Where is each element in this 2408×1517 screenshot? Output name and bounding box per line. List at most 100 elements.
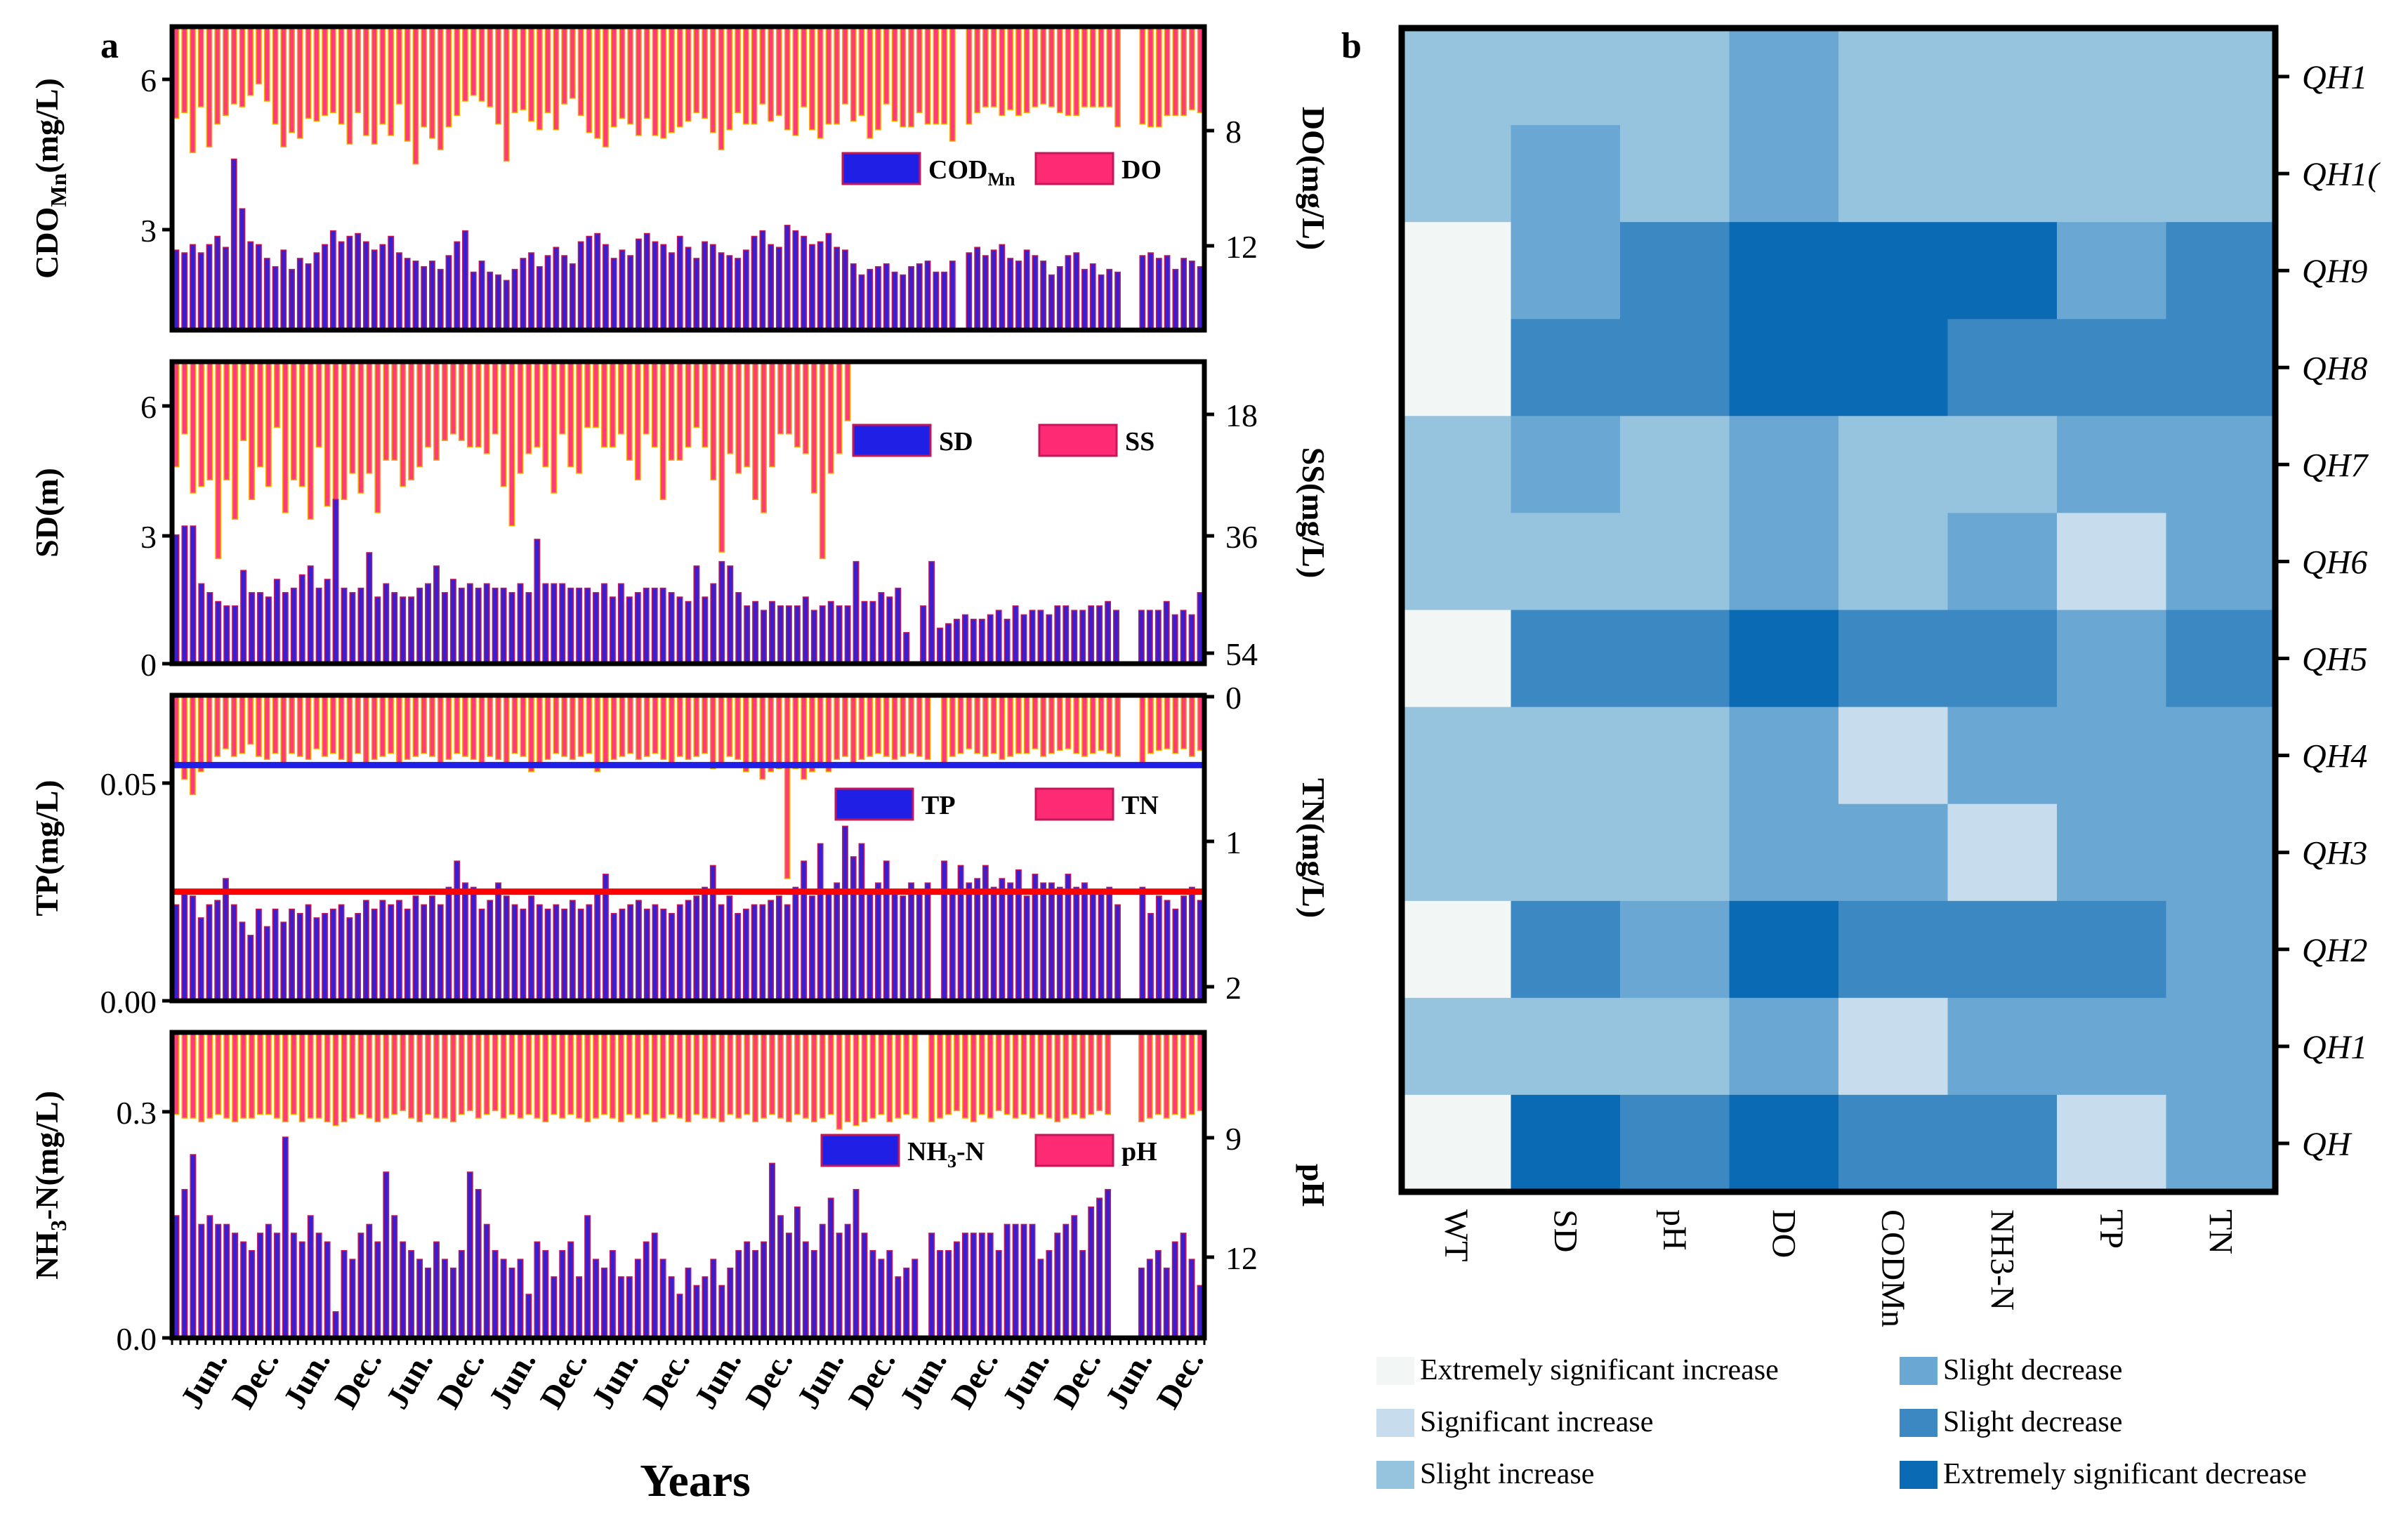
bar-a1-left (1040, 261, 1047, 331)
heatmap-cell (1511, 28, 1621, 126)
bar-a2-left (1062, 605, 1070, 664)
bar-a1-right (239, 26, 246, 107)
bar-a1-left (561, 255, 568, 331)
bar-a3-right (883, 695, 890, 757)
heatmap-cell (1947, 610, 2058, 708)
bar-a4-left (374, 1241, 381, 1339)
bar-a4-left (819, 1223, 826, 1339)
bar-a3-right (652, 695, 659, 754)
bar-a1-left (834, 247, 841, 331)
bar-a1-right (1147, 26, 1154, 128)
bar-a2-left (492, 587, 499, 664)
bar-a2-right (668, 361, 675, 461)
bar-a4-right (878, 1032, 885, 1115)
bar-a1-left (916, 263, 923, 331)
bar-a2-left (609, 596, 616, 664)
heatmap-x-label: DO (1765, 1209, 1802, 1258)
bar-a2-right (508, 361, 515, 527)
bar-a4-right (668, 1032, 675, 1115)
bar-a2-left (1163, 600, 1170, 664)
bar-a1-left (263, 258, 270, 331)
panel-a2: 6 3 0 18 36 54 SD(m) SS(mg/L) SD SS (29, 359, 1331, 683)
bar-a3-left (685, 900, 692, 1002)
bar-a4-left (1188, 1259, 1195, 1339)
x-tick-label: Dec. (636, 1345, 697, 1415)
bar-a3-right (495, 695, 501, 761)
bar-a4-right (206, 1032, 213, 1119)
bar-a1-right (974, 26, 981, 114)
panel-b-label: b (1341, 26, 1362, 66)
bar-a3-right (1164, 695, 1171, 749)
bar-a4-left (735, 1249, 742, 1339)
bar-a2-left (1071, 610, 1078, 664)
bar-a1-right (709, 26, 716, 133)
bar-a3-right (924, 695, 931, 761)
bar-a1-left (181, 252, 188, 331)
bar-a1-right (850, 26, 857, 122)
bar-a2-left (206, 592, 213, 664)
heatmap-cell (1402, 416, 1512, 513)
bar-a1-left (867, 268, 874, 331)
bar-a4-right (794, 1032, 801, 1115)
left-axis-label: NH3-N(mg/L) (29, 1091, 71, 1280)
bar-a1-left (1073, 252, 1080, 331)
heatmap-cell (1402, 222, 1512, 320)
bar-a3-left (735, 912, 741, 1002)
bar-a4-left (676, 1294, 683, 1339)
bar-a1-right (718, 26, 725, 150)
bar-a4-right (198, 1032, 205, 1123)
bar-a4-left (383, 1171, 390, 1339)
bar-a4-right (265, 1032, 272, 1115)
bar-a1-left (966, 252, 973, 331)
bar-a2-left (693, 565, 700, 664)
bar-a2-right (794, 361, 801, 448)
bar-a3-left (544, 908, 551, 1002)
bar-a1-left (289, 268, 295, 331)
bar-a3-left (867, 891, 874, 1002)
bar-a3-right (1007, 695, 1014, 757)
bar-a1-right (594, 26, 601, 139)
bar-a4-right (1146, 1032, 1153, 1119)
bar-a3-left (396, 900, 402, 1002)
bar-a3-left (305, 904, 312, 1002)
bar-a1-left (577, 241, 584, 331)
bar-a1-left (214, 235, 221, 331)
bar-a4-left (282, 1136, 289, 1339)
bar-a1-left (702, 241, 708, 331)
left-tick-label: 6 (140, 389, 157, 425)
bar-a2-left (802, 596, 809, 664)
bar-a2-right (593, 361, 599, 428)
heatmap-cell (1511, 997, 1621, 1096)
bar-a3-left (586, 904, 593, 1002)
bar-a4-left (1020, 1223, 1027, 1339)
left-tick-label: 0.00 (100, 984, 157, 1020)
bar-a1-right (223, 26, 229, 117)
heatmap-cell (1729, 416, 1839, 513)
bar-a1-left (462, 230, 468, 331)
bar-a3-right (454, 695, 461, 754)
bar-a4-right (702, 1032, 709, 1119)
bar-a2-right (232, 361, 239, 520)
bar-a4-right (752, 1032, 759, 1123)
bar-a3-left (676, 904, 683, 1002)
bar-a4-right (559, 1032, 566, 1119)
x-tick-label: Dec. (944, 1345, 1005, 1415)
left-tick-label: 0 (140, 647, 157, 683)
heatmap-cell (1511, 319, 1621, 416)
heatmap-cell (1838, 610, 1949, 708)
bar-a2-right (567, 361, 574, 468)
bar-a4-left (240, 1241, 247, 1339)
bar-a2-right (819, 361, 826, 560)
bar-a2-left (895, 587, 902, 664)
bar-a2-right (273, 361, 280, 428)
bar-a3-left (577, 908, 584, 1002)
bar-a4-right (584, 1032, 591, 1123)
heatmap-legend-label: Significant increase (1420, 1406, 1653, 1438)
bar-a2-right (466, 361, 473, 448)
bar-a2-right (659, 361, 666, 501)
heatmap-cell (1620, 900, 1730, 999)
heatmap-cell (2057, 803, 2167, 902)
bar-a3-left (817, 843, 824, 1002)
bar-a4-right (1062, 1032, 1070, 1119)
bar-a1-left (421, 265, 428, 331)
